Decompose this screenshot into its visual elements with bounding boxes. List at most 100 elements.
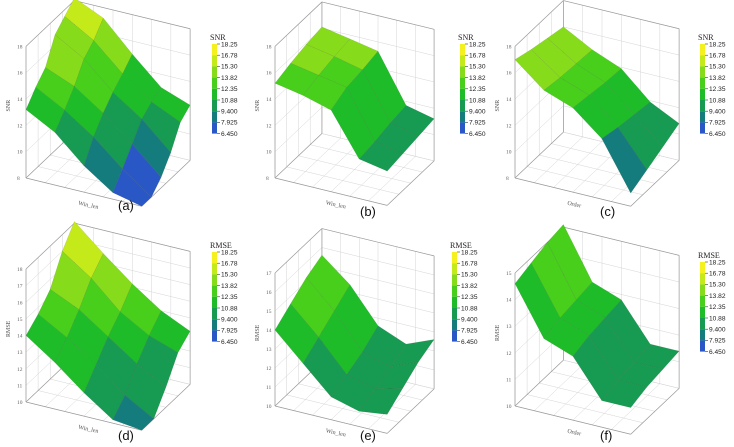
colorbar-swatch — [212, 122, 217, 134]
grid-line — [527, 394, 643, 424]
z-tick-label: 14 — [266, 97, 272, 103]
z-tick-label: 15 — [266, 309, 272, 315]
colorbar-swatch — [460, 77, 465, 89]
surface-panel-2: 81012141618Win_lenSNRSNR18.2516.7815.301… — [255, 1, 486, 219]
colorbar-swatch — [212, 77, 217, 89]
colorbar-swatch — [212, 55, 217, 67]
z-tick-label: 14 — [506, 298, 512, 304]
z-tick-label: 13 — [266, 347, 272, 353]
axis-line — [386, 160, 435, 206]
z-tick-label: 10 — [506, 404, 512, 410]
z-tick-label: 12 — [506, 351, 512, 357]
colorbar-label: 10.88 — [461, 305, 478, 312]
z-tick-label: 10 — [266, 150, 272, 156]
colorbar-label: 18.25 — [221, 41, 238, 48]
axis-line — [514, 131, 564, 179]
colorbar-swatch — [212, 285, 217, 297]
colorbar-label: 13.82 — [221, 283, 238, 290]
z-tick-label: 16 — [266, 71, 272, 77]
axis-line — [25, 222, 75, 270]
grid-line — [274, 247, 435, 293]
z-tick-label: 12 — [506, 123, 512, 129]
axis-line — [274, 228, 323, 274]
colorbar-label: 6.450 — [221, 339, 238, 346]
colorbar-swatch — [700, 284, 705, 296]
axis-line — [25, 0, 75, 47]
z-tick-label: 8 — [506, 176, 509, 182]
colorbar-label: 12.35 — [709, 86, 726, 93]
axis-line — [274, 133, 323, 179]
colorbar-label: 16.78 — [709, 53, 726, 60]
colorbar-swatch — [460, 100, 465, 112]
panel-label: (d) — [118, 428, 134, 443]
axis-line — [630, 388, 680, 435]
colorbar-swatch — [212, 66, 217, 78]
axis-line — [274, 1, 323, 47]
colorbar-swatch — [700, 122, 705, 134]
colorbar-swatch — [212, 274, 217, 286]
colorbar-label: 7.925 — [221, 328, 238, 335]
colorbar-label: 7.925 — [461, 328, 478, 335]
z-tick-label: 15 — [17, 317, 23, 323]
colorbar-title: SNR — [458, 33, 474, 42]
colorbar-swatch — [700, 55, 705, 67]
colorbar-swatch — [700, 295, 705, 307]
colorbar-label: 13.82 — [221, 75, 238, 82]
z-tick-label: 14 — [17, 97, 23, 103]
z-tick-label: 16 — [506, 71, 512, 77]
surface-panel-6: 101112131415OrderRMSERMSE18.2516.7815.30… — [495, 224, 726, 443]
colorbar-label: 10.88 — [469, 97, 486, 104]
z-tick-label: 17 — [266, 271, 272, 277]
colorbar-label: 15.30 — [461, 272, 478, 279]
z-tick-label: 16 — [17, 71, 23, 77]
axis-line — [563, 226, 680, 256]
z-axis-title: SNR — [495, 100, 501, 112]
axis-line — [630, 160, 680, 207]
colorbar-swatch — [460, 88, 465, 100]
colorbar-label: 9.400 — [469, 109, 486, 116]
grid-line — [298, 155, 411, 184]
z-tick-label: 18 — [506, 44, 512, 50]
panel-label: (f) — [600, 428, 612, 443]
z-tick-label: 14 — [266, 328, 272, 334]
colorbar-label: 16.78 — [461, 261, 478, 268]
z-axis-title: RMSE — [255, 324, 261, 341]
surface-panel-1: 81012141618Win_lenSNRSNR18.2516.7815.301… — [6, 0, 238, 213]
axis-line — [514, 177, 631, 207]
panel-label: (b) — [360, 204, 376, 219]
colorbar-swatch — [452, 330, 457, 342]
colorbar-swatch — [460, 44, 465, 56]
colorbar-label: 6.450 — [469, 131, 486, 138]
colorbar-label: 6.450 — [221, 131, 238, 138]
colorbar-swatch — [452, 308, 457, 320]
colorbar-label: 16.78 — [221, 261, 238, 268]
colorbar-label: 9.400 — [461, 317, 478, 324]
colorbar-label: 6.450 — [461, 339, 478, 346]
colorbar-label: 9.400 — [221, 109, 238, 116]
colorbar-swatch — [452, 285, 457, 297]
x-axis-title: Order — [567, 201, 582, 210]
colorbar-label: 18.25 — [709, 259, 726, 266]
colorbar-label: 12.35 — [221, 294, 238, 301]
colorbar-swatch — [212, 296, 217, 308]
colorbar-swatch — [700, 318, 705, 330]
colorbar-label: 15.30 — [221, 272, 238, 279]
colorbar-swatch — [212, 252, 217, 264]
colorbar-label: 15.30 — [709, 64, 726, 71]
z-tick-label: 18 — [17, 44, 23, 50]
colorbar-swatch — [212, 263, 217, 275]
colorbar-label: 9.400 — [221, 317, 238, 324]
colorbar-swatch — [212, 308, 217, 320]
axis-line — [74, 0, 191, 30]
z-tick-label: 8 — [266, 176, 269, 182]
colorbar-label: 9.400 — [709, 327, 726, 334]
z-tick-label: 11 — [506, 377, 512, 383]
colorbar-swatch — [212, 330, 217, 342]
colorbar-label: 15.30 — [221, 64, 238, 71]
colorbar-swatch — [452, 274, 457, 286]
colorbar-swatch — [452, 252, 457, 264]
